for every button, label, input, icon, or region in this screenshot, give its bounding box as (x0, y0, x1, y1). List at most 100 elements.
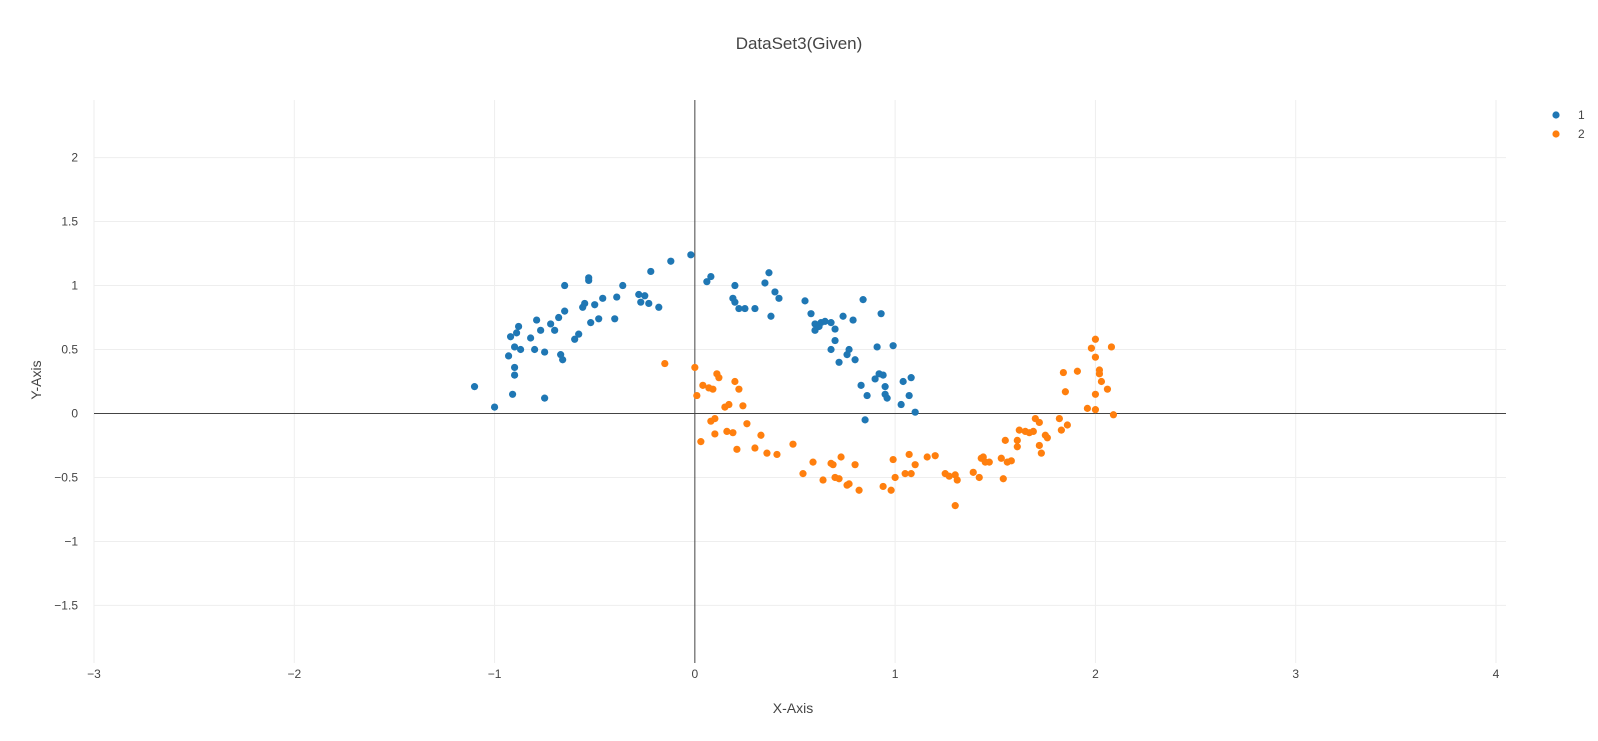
data-point[interactable] (599, 294, 607, 302)
data-point[interactable] (1103, 385, 1112, 393)
data-point[interactable] (831, 336, 839, 345)
legend-item-1[interactable]: 1 (1552, 108, 1585, 122)
data-point[interactable] (897, 400, 905, 409)
data-point[interactable] (887, 486, 895, 494)
data-point[interactable] (1037, 449, 1045, 457)
data-point[interactable] (687, 251, 695, 259)
data-point[interactable] (733, 445, 741, 453)
data-point[interactable] (1029, 427, 1037, 436)
data-point[interactable] (905, 391, 913, 400)
data-point[interactable] (637, 298, 645, 306)
data-point[interactable] (735, 385, 743, 393)
data-point[interactable] (829, 461, 837, 469)
data-point[interactable] (707, 272, 715, 281)
data-point[interactable] (851, 356, 859, 364)
data-point[interactable] (595, 315, 603, 323)
data-point[interactable] (923, 453, 931, 461)
data-point[interactable] (831, 325, 839, 333)
data-point[interactable] (953, 476, 961, 484)
data-point[interactable] (527, 334, 535, 342)
data-point[interactable] (1091, 335, 1100, 343)
data-point[interactable] (857, 381, 865, 389)
data-point[interactable] (555, 313, 563, 322)
data-point[interactable] (517, 345, 525, 354)
data-point[interactable] (619, 281, 627, 290)
data-point[interactable] (533, 316, 541, 324)
data-point[interactable] (490, 403, 499, 411)
data-point[interactable] (515, 322, 523, 331)
data-point[interactable] (1035, 441, 1043, 450)
data-point[interactable] (655, 303, 663, 311)
data-point[interactable] (559, 356, 567, 364)
data-point[interactable] (1007, 457, 1015, 465)
data-point[interactable] (729, 429, 737, 437)
data-point[interactable] (859, 296, 867, 304)
data-point[interactable] (547, 320, 555, 328)
data-point[interactable] (725, 400, 733, 409)
data-point[interactable] (819, 476, 827, 484)
data-point[interactable] (1013, 436, 1021, 444)
legend-item-2[interactable]: 2 (1552, 127, 1585, 141)
data-point[interactable] (1091, 353, 1100, 361)
data-point[interactable] (641, 292, 649, 300)
data-point[interactable] (739, 402, 747, 410)
data-point[interactable] (571, 335, 579, 343)
data-point[interactable] (975, 473, 983, 482)
data-point[interactable] (773, 450, 781, 459)
data-point[interactable] (506, 333, 515, 341)
data-point[interactable] (849, 316, 857, 324)
data-point[interactable] (661, 359, 669, 368)
data-point[interactable] (709, 385, 717, 393)
data-point[interactable] (751, 304, 759, 313)
data-point[interactable] (1055, 415, 1063, 423)
data-point[interactable] (845, 345, 853, 354)
data-point[interactable] (879, 371, 887, 379)
data-point[interactable] (863, 391, 871, 400)
data-point[interactable] (510, 363, 519, 372)
data-point[interactable] (1087, 344, 1096, 352)
data-point[interactable] (635, 290, 643, 299)
data-point[interactable] (697, 438, 705, 446)
data-point[interactable] (881, 383, 889, 391)
data-point[interactable] (801, 297, 809, 305)
data-point[interactable] (969, 468, 977, 476)
data-point[interactable] (931, 452, 939, 460)
data-point[interactable] (879, 482, 887, 491)
data-point[interactable] (561, 307, 569, 315)
data-point[interactable] (541, 394, 549, 402)
data-point[interactable] (907, 374, 915, 382)
data-point[interactable] (827, 319, 835, 327)
data-point[interactable] (883, 394, 891, 402)
data-point[interactable] (537, 326, 545, 334)
data-point[interactable] (575, 330, 583, 338)
data-point[interactable] (951, 502, 959, 510)
data-point[interactable] (999, 475, 1007, 483)
data-point[interactable] (667, 257, 675, 265)
data-point[interactable] (591, 301, 599, 309)
data-point[interactable] (512, 329, 521, 337)
data-point[interactable] (901, 470, 909, 478)
data-point[interactable] (587, 319, 595, 327)
data-point[interactable] (1091, 390, 1100, 398)
data-point[interactable] (945, 472, 953, 480)
data-point[interactable] (510, 371, 519, 379)
data-point[interactable] (1107, 343, 1116, 351)
data-point[interactable] (871, 375, 879, 383)
data-point[interactable] (889, 455, 897, 464)
data-point[interactable] (743, 420, 751, 428)
data-point[interactable] (735, 304, 743, 313)
data-point[interactable] (541, 348, 549, 356)
data-point[interactable] (1057, 426, 1065, 434)
data-point[interactable] (835, 358, 843, 366)
data-point[interactable] (807, 310, 815, 318)
data-point[interactable] (1001, 436, 1009, 444)
data-point[interactable] (763, 449, 771, 457)
data-point[interactable] (761, 279, 769, 287)
data-point[interactable] (905, 450, 913, 459)
data-point[interactable] (757, 431, 765, 439)
data-point[interactable] (827, 345, 835, 354)
data-point[interactable] (693, 391, 701, 400)
data-point[interactable] (1097, 377, 1106, 386)
data-point[interactable] (1083, 404, 1092, 412)
data-point[interactable] (1013, 443, 1021, 451)
